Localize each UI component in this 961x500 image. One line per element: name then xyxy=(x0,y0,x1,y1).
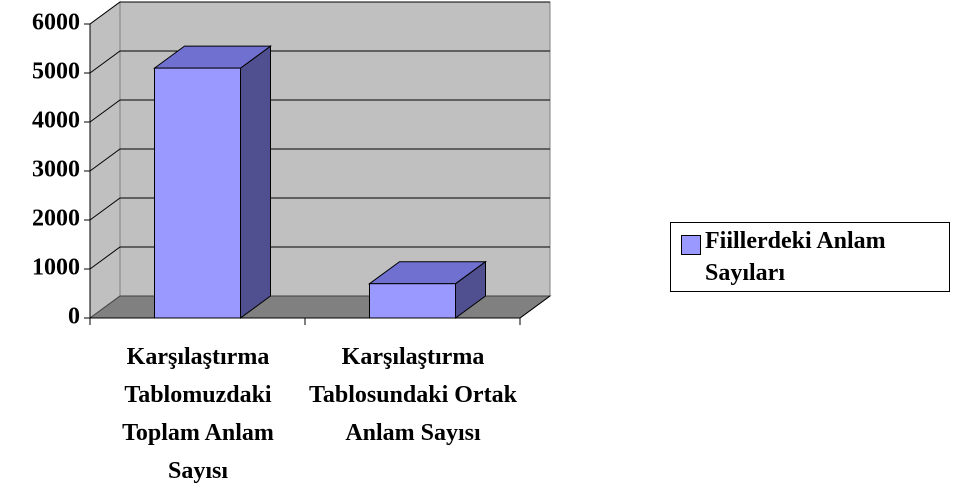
legend: Fiillerdeki Anlam Sayıları xyxy=(670,222,950,292)
grid-line xyxy=(89,99,550,123)
grid-line xyxy=(89,1,550,25)
grid-line xyxy=(89,197,550,221)
y-tick-label: 2000 xyxy=(32,206,80,232)
legend-swatch xyxy=(681,235,701,255)
bar xyxy=(154,67,241,319)
y-tick-label: 1000 xyxy=(32,255,80,281)
y-tick-label: 4000 xyxy=(32,108,80,134)
y-tick-label: 5000 xyxy=(32,59,80,85)
grid-line xyxy=(89,50,550,74)
y-tick-label: 6000 xyxy=(32,10,80,36)
x-tick-label: Karşılaştırma Tablosundaki Ortak Anlam S… xyxy=(309,344,517,446)
bar xyxy=(369,283,456,319)
grid-line xyxy=(89,148,550,172)
x-tick-label: Karşılaştırma Tablomuzdaki Toplam Anlam … xyxy=(122,344,274,484)
y-tick-label: 3000 xyxy=(32,157,80,183)
bar-side xyxy=(240,45,271,319)
y-tick-label: 0 xyxy=(68,304,80,330)
grid-line xyxy=(89,246,550,270)
floor-edge xyxy=(519,295,551,319)
legend-label: Fiillerdeki Anlam Sayıları xyxy=(705,228,886,286)
